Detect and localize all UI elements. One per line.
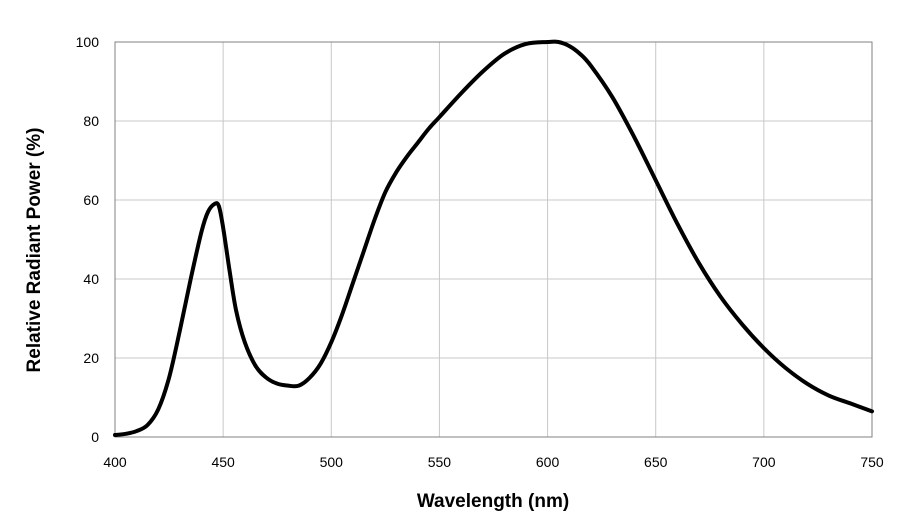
x-axis-title: Wavelength (nm) <box>417 491 569 512</box>
y-axis-title: Relative Radiant Power (%) <box>24 128 45 373</box>
x-tick-label: 600 <box>536 454 560 470</box>
series-line-0 <box>113 39 874 438</box>
y-tick-label: 60 <box>83 192 99 208</box>
x-tick-label: 500 <box>320 454 344 470</box>
x-tick-label: 650 <box>644 454 668 470</box>
plot-frame <box>114 41 873 438</box>
y-tick-label: 80 <box>83 113 99 129</box>
y-tick-label: 40 <box>83 271 99 287</box>
x-tick-label: 700 <box>752 454 776 470</box>
y-axis-tick-labels: 0 20 40 60 80 100 <box>76 34 100 445</box>
x-tick-label: 750 <box>860 454 884 470</box>
y-tick-label: 0 <box>91 429 99 445</box>
x-tick-label: 550 <box>428 454 452 470</box>
gridlines <box>114 41 873 438</box>
x-tick-label: 400 <box>103 454 127 470</box>
y-tick-label: 100 <box>76 34 100 50</box>
series-layer <box>113 39 874 438</box>
y-tick-label: 20 <box>83 350 99 366</box>
x-axis-tick-labels: 400 450 500 550 600 650 700 750 <box>103 454 884 470</box>
x-tick-label: 450 <box>211 454 235 470</box>
